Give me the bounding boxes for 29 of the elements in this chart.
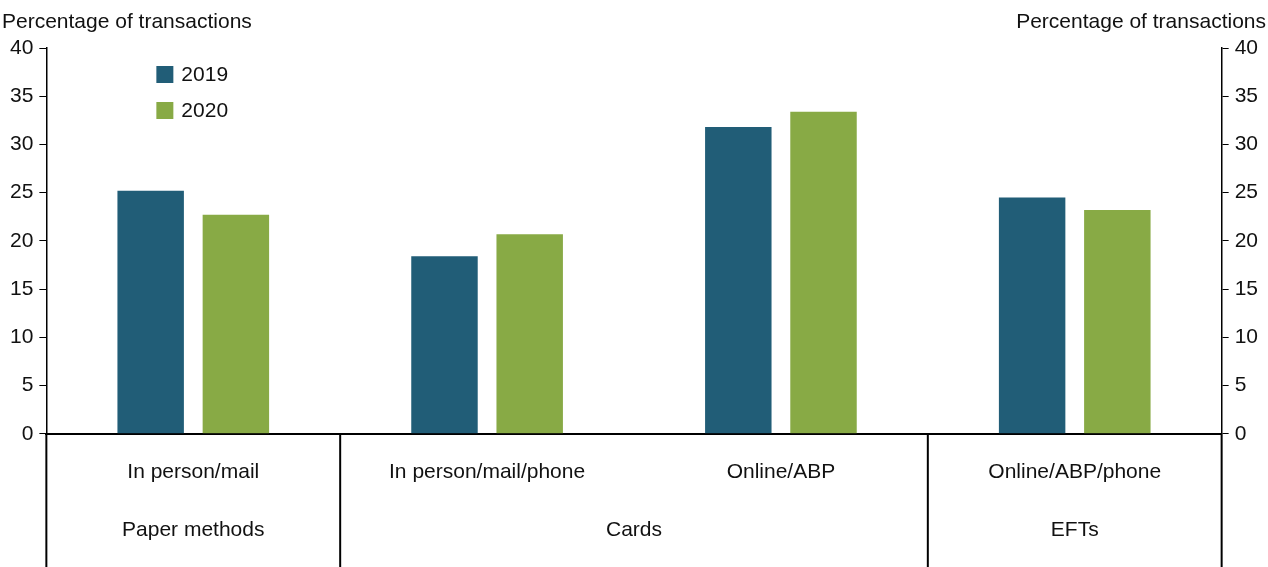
y2-tick-label: 30	[1234, 131, 1258, 155]
y2-axis-title: Percentage of transactions	[1016, 9, 1266, 32]
y2-tick-label: 35	[1234, 83, 1258, 107]
y2-tick-label: 25	[1234, 179, 1258, 203]
y2-tick-label: 5	[1234, 372, 1247, 396]
legend-label: 2019	[181, 61, 229, 85]
legend-label: 2020	[181, 97, 229, 121]
y-tick-label: 40	[10, 34, 34, 58]
y-tick-label: 25	[10, 179, 34, 203]
x-tick-label: In person/mail/phone	[389, 459, 586, 483]
y2-tick-label: 0	[1234, 420, 1247, 444]
y-tick-label: 5	[21, 372, 34, 396]
y-tick-label: 35	[10, 83, 34, 107]
x-tick-label: Online/ABP	[726, 459, 836, 483]
y2-tick-label: 20	[1234, 227, 1258, 251]
y-axis-title: Percentage of transactions	[2, 9, 252, 32]
y2-tick-label: 10	[1234, 324, 1258, 348]
x-tick-label: In person/mail	[127, 459, 260, 483]
y-tick-label: 0	[21, 420, 34, 444]
y-tick-label: 20	[10, 227, 34, 251]
y-tick-label: 30	[10, 131, 34, 155]
y2-tick-label: 15	[1234, 275, 1258, 299]
text: Cards	[605, 516, 663, 540]
y2-tick-label: 40	[1234, 34, 1258, 58]
text: EFTs	[1050, 516, 1099, 540]
text: Paper methods	[122, 516, 265, 540]
x-tick-label: Online/ABP/phone	[988, 459, 1162, 483]
y-tick-label: 10	[10, 324, 34, 348]
y-tick-label: 15	[10, 275, 34, 299]
